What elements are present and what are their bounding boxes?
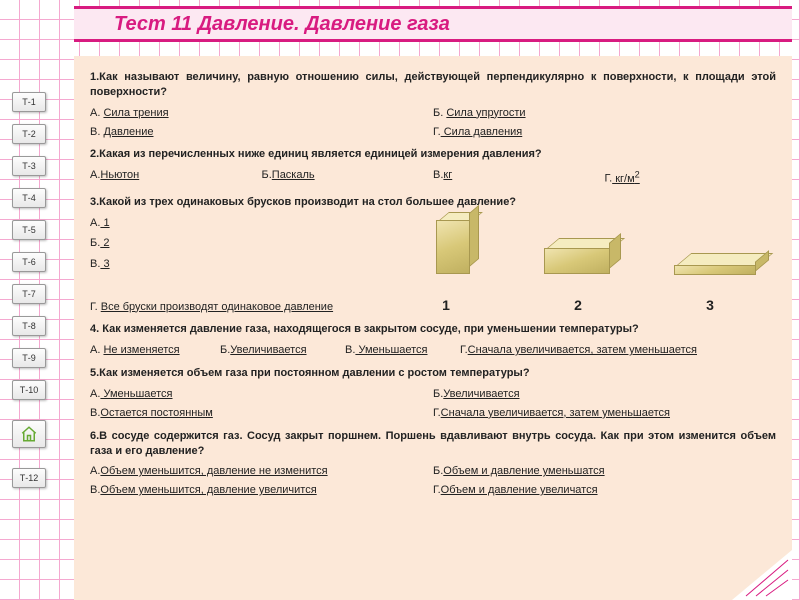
nav-t3[interactable]: Т-3 — [12, 156, 46, 176]
question-4: 4. Как изменяется давление газа, находящ… — [90, 322, 776, 358]
page-curl-icon — [744, 558, 790, 598]
header-bar: Тест 11 Давление. Давление газа — [74, 6, 792, 42]
block-label-2: 2 — [512, 296, 644, 315]
q3-v[interactable]: В. 3 — [90, 257, 370, 272]
question-5: 5.Как изменяется объем газа при постоянн… — [90, 366, 776, 421]
q2-b[interactable]: Б.Паскаль — [262, 168, 434, 187]
nav-t1[interactable]: Т-1 — [12, 92, 46, 112]
q5-g[interactable]: Г.Сначала увеличивается, затем уменьшает… — [433, 406, 776, 421]
nav-t5[interactable]: Т-5 — [12, 220, 46, 240]
q4-g[interactable]: Г.Сначала увеличивается, затем уменьшает… — [460, 343, 776, 358]
q5-a[interactable]: А. Уменьшается — [90, 387, 433, 402]
block1-side — [469, 204, 479, 266]
sidebar: Т-1 Т-2 Т-3 Т-4 Т-5 Т-6 Т-7 Т-8 Т-9 Т-10… — [12, 92, 60, 488]
blocks-diagram — [380, 216, 776, 296]
question-2: 2.Какая из перечисленных ниже единиц явл… — [90, 147, 776, 186]
block2-front — [544, 248, 610, 274]
q4-b[interactable]: Б.Увеличивается — [220, 343, 345, 358]
q2-text: 2.Какая из перечисленных ниже единиц явл… — [90, 147, 776, 162]
q3-b[interactable]: Б. 2 — [90, 236, 370, 251]
nav-t10[interactable]: Т-10 — [12, 380, 46, 400]
page-title: Тест 11 Давление. Давление газа — [114, 13, 450, 36]
nav-t6[interactable]: Т-6 — [12, 252, 46, 272]
q6-v[interactable]: В.Объем уменьшится, давление увеличится — [90, 483, 433, 498]
block3-front — [674, 265, 756, 275]
q4-text: 4. Как изменяется давление газа, находящ… — [90, 322, 776, 337]
q5-v[interactable]: В.Остается постоянным — [90, 406, 433, 421]
q3-g[interactable]: Г. Все бруски производят одинаковое давл… — [90, 300, 380, 315]
q1-v[interactable]: В. Давление — [90, 125, 433, 140]
q3-text: 3.Какой из трех одинаковых брусков произ… — [90, 195, 776, 210]
block1-front — [436, 220, 470, 274]
q2-a[interactable]: А.Ньютон — [90, 168, 262, 187]
block-label-1: 1 — [380, 296, 512, 315]
home-icon — [20, 425, 38, 443]
q6-g[interactable]: Г.Объем и давление увеличатся — [433, 483, 776, 498]
q6-b[interactable]: Б.Объем и давление уменьшатся — [433, 464, 776, 479]
question-1: 1.Как называют величину, равную отношени… — [90, 70, 776, 139]
q6-text: 6.В сосуде содержится газ. Сосуд закрыт … — [90, 429, 776, 459]
q4-v[interactable]: В. Уменьшается — [345, 343, 460, 358]
question-3: 3.Какой из трех одинаковых брусков произ… — [90, 195, 776, 315]
q1-a[interactable]: А. Сила трения — [90, 106, 433, 121]
nav-t7[interactable]: Т-7 — [12, 284, 46, 304]
nav-t2[interactable]: Т-2 — [12, 124, 46, 144]
nav-t4[interactable]: Т-4 — [12, 188, 46, 208]
block-label-3: 3 — [644, 296, 776, 315]
content-panel: 1.Как называют величину, равную отношени… — [74, 56, 792, 600]
q6-a[interactable]: А.Объем уменьшится, давление не изменитс… — [90, 464, 433, 479]
nav-t12[interactable]: Т-12 — [12, 468, 46, 488]
q1-text: 1.Как называют величину, равную отношени… — [90, 70, 776, 100]
q1-b[interactable]: Б. Сила упругости — [433, 106, 776, 121]
q3-a[interactable]: А. 1 — [90, 216, 370, 231]
home-button[interactable] — [12, 420, 46, 448]
q4-a[interactable]: А. Не изменяется — [90, 343, 220, 358]
q5-b[interactable]: Б.Увеличивается — [433, 387, 776, 402]
q1-g[interactable]: Г. Сила давления — [433, 125, 776, 140]
nav-t8[interactable]: Т-8 — [12, 316, 46, 336]
q5-text: 5.Как изменяется объем газа при постоянн… — [90, 366, 776, 381]
nav-t9[interactable]: Т-9 — [12, 348, 46, 368]
q2-v[interactable]: В.кг — [433, 168, 605, 187]
question-6: 6.В сосуде содержится газ. Сосуд закрыт … — [90, 429, 776, 498]
q2-g[interactable]: Г. кг/м2 — [605, 168, 777, 187]
